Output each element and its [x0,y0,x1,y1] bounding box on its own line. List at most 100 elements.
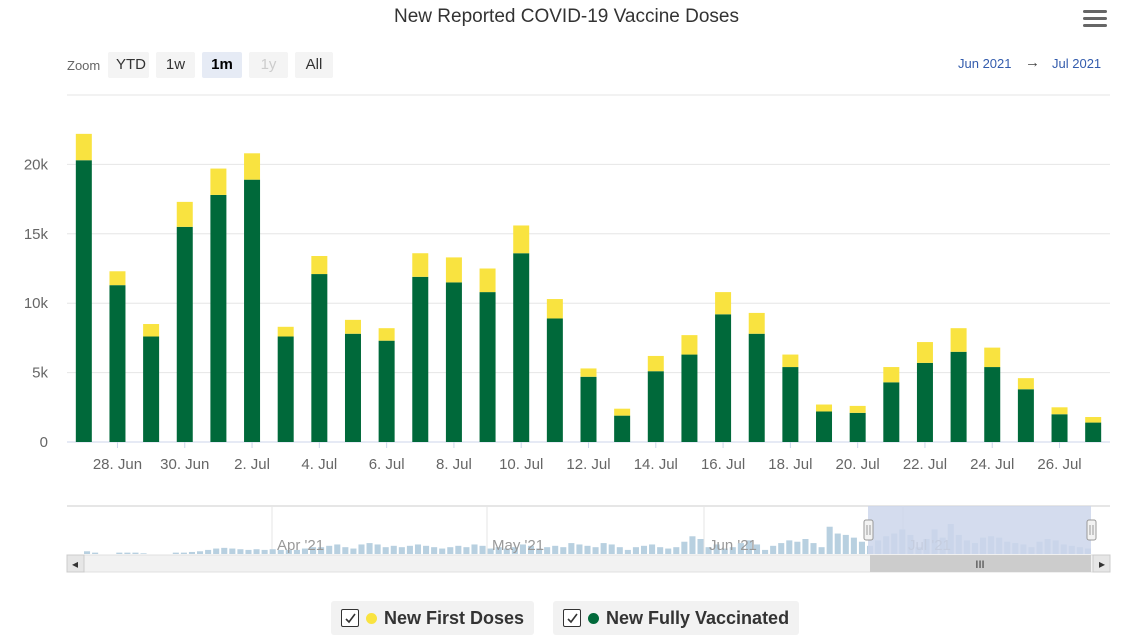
bar-fully-vaccinated[interactable] [883,382,900,442]
hamburger-menu-icon[interactable] [1083,10,1107,30]
bar-first-doses[interactable] [950,328,967,352]
bar-first-doses[interactable] [1085,417,1102,423]
bar-fully-vaccinated[interactable] [344,333,361,442]
bar-first-doses[interactable] [715,292,732,315]
navigator-bar [431,547,438,554]
navigator-bar [423,545,430,554]
legend-item-first-doses[interactable]: New First Doses [331,601,535,635]
bar-first-doses[interactable] [109,271,126,286]
navigator-bar [810,543,817,554]
bar-first-doses[interactable] [277,326,294,337]
bar-first-doses[interactable] [244,153,261,180]
bar-fully-vaccinated[interactable] [479,292,496,442]
bar-first-doses[interactable] [75,133,92,161]
navigator-bar [277,549,284,554]
bar-fully-vaccinated[interactable] [681,354,698,442]
bar-first-doses[interactable] [546,299,563,319]
bar-fully-vaccinated[interactable] [445,282,462,442]
bar-fully-vaccinated[interactable] [244,179,261,442]
bar-first-doses[interactable] [412,253,429,277]
bar-first-doses[interactable] [344,319,361,334]
bar-first-doses[interactable] [849,405,866,413]
scrollbar-thumb[interactable] [870,555,1091,572]
scroll-right-button[interactable] [1092,554,1111,573]
navigator-bar [495,547,502,554]
bar-fully-vaccinated[interactable] [1085,422,1102,442]
bar-fully-vaccinated[interactable] [614,415,631,442]
bar-fully-vaccinated[interactable] [378,340,395,442]
bar-fully-vaccinated[interactable] [412,276,429,442]
bar-fully-vaccinated[interactable] [109,285,126,442]
bar-first-doses[interactable] [479,268,496,293]
bar-first-doses[interactable] [311,256,328,275]
zoom-1m-button[interactable]: 1m [202,52,242,78]
bar-first-doses[interactable] [143,324,160,337]
bar-first-doses[interactable] [445,257,462,283]
bar-fully-vaccinated[interactable] [1017,389,1034,442]
bar-fully-vaccinated[interactable] [715,314,732,442]
zoom-all-button[interactable]: All [295,52,333,78]
checkbox-icon[interactable] [563,609,581,627]
bar-fully-vaccinated[interactable] [748,333,765,442]
bar-fully-vaccinated[interactable] [143,336,160,442]
navigator-bar [471,544,478,554]
zoom-1w-button[interactable]: 1w [156,52,195,78]
bar-fully-vaccinated[interactable] [916,362,933,442]
bar-fully-vaccinated[interactable] [210,194,227,442]
y-tick-label: 20k [24,156,49,173]
navigator-bar [826,526,833,554]
bar-fully-vaccinated[interactable] [311,274,328,442]
navigator-bar [778,543,785,554]
bar-fully-vaccinated[interactable] [580,376,597,442]
bar-first-doses[interactable] [1017,378,1034,390]
bar-first-doses[interactable] [614,408,631,416]
bar-fully-vaccinated[interactable] [513,253,530,442]
bar-fully-vaccinated[interactable] [546,318,563,442]
bar-first-doses[interactable] [580,368,597,377]
bar-first-doses[interactable] [647,355,664,372]
x-tick-label: 22. Jul [903,456,947,473]
scrollbar-grip-icon: III [975,559,984,571]
range-from-input[interactable]: Jun 2021 [958,56,1012,71]
bar-first-doses[interactable] [883,367,900,383]
bar-fully-vaccinated[interactable] [984,367,1001,442]
navigator-bar [398,547,405,554]
bar-first-doses[interactable] [176,201,193,227]
bar-first-doses[interactable] [984,347,1001,368]
bar-first-doses[interactable] [681,335,698,355]
navigator-left-handle[interactable] [863,519,874,541]
bar-first-doses[interactable] [513,225,530,254]
navigator-right-handle[interactable] [1086,519,1097,541]
bar-fully-vaccinated[interactable] [75,160,92,442]
bar-first-doses[interactable] [1051,407,1068,415]
bar-fully-vaccinated[interactable] [277,336,294,442]
bar-fully-vaccinated[interactable] [816,411,833,442]
scroll-left-button[interactable] [66,554,85,573]
zoom-1y-button[interactable]: 1y [249,52,288,78]
bar-fully-vaccinated[interactable] [782,367,799,442]
navigator-selected-range[interactable] [868,506,1091,554]
bar-first-doses[interactable] [378,328,395,341]
navigator-bar [544,547,551,554]
checkbox-icon[interactable] [341,609,359,627]
navigator-bar [140,553,147,554]
bar-fully-vaccinated[interactable] [950,351,967,442]
bar-first-doses[interactable] [782,354,799,368]
bar-first-doses[interactable] [210,168,227,195]
legend-item-fully-vaccinated[interactable]: New Fully Vaccinated [553,601,800,635]
bar-first-doses[interactable] [816,404,833,412]
range-to-input[interactable]: Jul 2021 [1052,56,1102,71]
bar-first-doses[interactable] [748,312,765,334]
bar-first-doses[interactable] [916,342,933,363]
x-tick-label: 26. Jul [1037,456,1081,473]
zoom-ytd-button[interactable]: YTD [108,52,149,78]
bar-fully-vaccinated[interactable] [647,371,664,442]
bar-fully-vaccinated[interactable] [1051,414,1068,442]
navigator-bar [213,548,220,554]
bar-fully-vaccinated[interactable] [849,412,866,442]
navigator-bar [770,545,777,554]
navigator-bar [576,544,583,554]
navigator-bar [657,547,664,554]
bar-fully-vaccinated[interactable] [176,226,193,442]
